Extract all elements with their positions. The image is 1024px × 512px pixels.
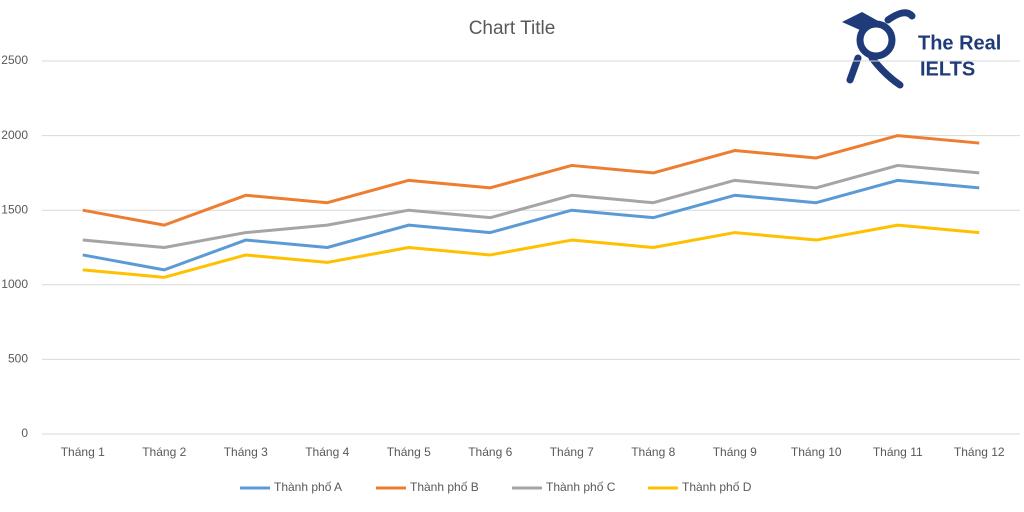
series-line [82, 223, 980, 279]
x-tick-label: Tháng 12 [954, 445, 1005, 459]
y-tick-label: 1500 [1, 202, 28, 216]
x-tick-label: Tháng 3 [224, 445, 268, 459]
logo-text: The Real [918, 32, 1001, 54]
x-tick-label: Tháng 8 [631, 445, 675, 459]
legend-label: Thành phố B [410, 480, 479, 494]
y-tick-label: 1000 [1, 277, 28, 291]
series-line [82, 163, 980, 249]
x-tick-label: Tháng 1 [61, 445, 105, 459]
x-tick-label: Tháng 5 [387, 445, 431, 459]
y-tick-label: 500 [8, 352, 28, 366]
logo: The Real IELTS [842, 9, 1001, 89]
y-tick-label: 2500 [1, 53, 28, 67]
series-line [82, 178, 980, 272]
legend-label: Thành phố A [274, 480, 342, 494]
legend-label: Thành phố D [682, 480, 752, 494]
y-tick-label: 0 [21, 426, 28, 440]
series-line [82, 134, 980, 227]
chart-title: Chart Title [469, 18, 556, 39]
x-tick-label: Tháng 6 [468, 445, 512, 459]
x-tick-label: Tháng 4 [305, 445, 349, 459]
x-tick-label: Tháng 10 [791, 445, 842, 459]
x-tick-label: Tháng 9 [713, 445, 757, 459]
logo-text: IELTS [920, 58, 975, 80]
logo-cap [842, 12, 880, 30]
x-tick-label: Tháng 11 [873, 445, 923, 459]
logo-icon [856, 20, 896, 60]
legend-label: Thành phố C [546, 480, 616, 494]
x-tick-label: Tháng 2 [142, 445, 186, 459]
x-tick-label: Tháng 7 [550, 445, 594, 459]
y-tick-label: 2000 [1, 128, 28, 142]
